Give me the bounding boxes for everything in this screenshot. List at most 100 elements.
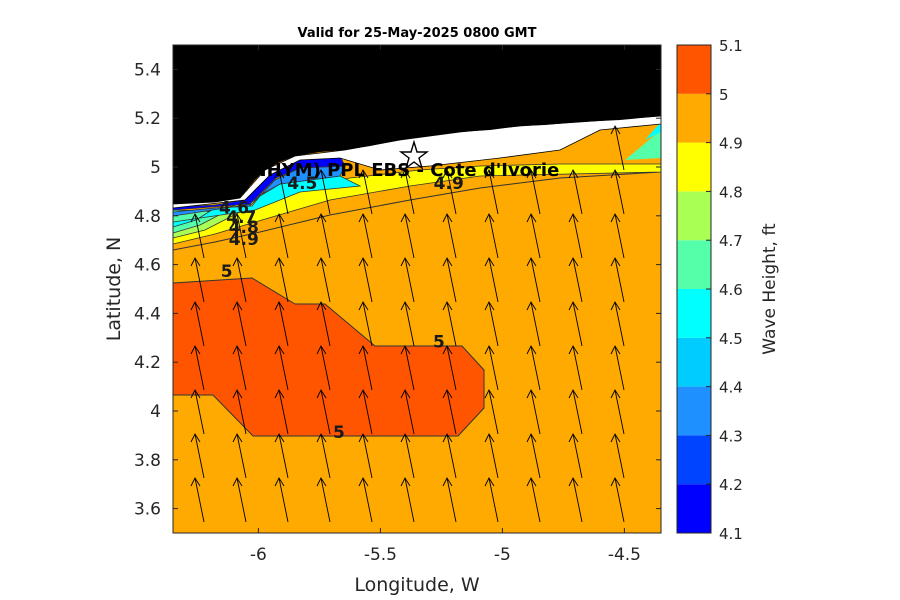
wave-vector-shaft	[614, 389, 625, 435]
wave-vector-head	[568, 257, 579, 267]
contour-label: 4.6	[219, 198, 249, 218]
sea-band-4.4-4.5	[173, 165, 346, 217]
colorbar-segment	[677, 337, 711, 387]
colorbar-tick-label: 5.1	[719, 37, 743, 55]
y-tick-label: 4.8	[134, 207, 161, 227]
colorbar: 4.1 4.2 4.3 4.4 4.5 4.6 4.7 4.8 4.9 5 5.1	[676, 37, 743, 543]
wave-vector-shaft	[488, 169, 499, 215]
wave-vector-head	[526, 345, 537, 355]
contour-label: 4.9	[229, 230, 259, 250]
contour-label: 5	[433, 333, 445, 353]
y-tick-label: 5.4	[134, 60, 161, 80]
wave-vector-head	[442, 257, 453, 267]
wave-vector-head	[274, 169, 285, 179]
wave-vector-head	[526, 477, 537, 487]
wave-vector-head	[442, 213, 453, 223]
wave-vector-shaft	[278, 345, 289, 391]
wave-vector-head	[274, 433, 285, 443]
contour-label: 4.5	[287, 174, 317, 194]
wave-vector-shaft	[362, 345, 373, 391]
wave-vector-shaft	[488, 213, 499, 259]
wave-vector-shaft	[614, 125, 625, 171]
contour-label: 4.8	[229, 218, 259, 238]
wave-vector-shaft	[530, 345, 541, 391]
colorbar-segment	[677, 142, 711, 192]
wave-vector-head	[190, 301, 201, 311]
wave-vector-shaft	[530, 257, 541, 303]
contour-label: 5	[333, 423, 345, 443]
wave-vector-head	[568, 477, 579, 487]
y-tick-label: 4	[150, 402, 161, 422]
wave-vector-shaft	[320, 301, 331, 347]
wave-vector-shaft	[530, 389, 541, 435]
x-tick-label: -5.5	[364, 545, 397, 565]
x-tick-label: -5	[494, 545, 511, 565]
colorbar-tick-label: 4.6	[719, 281, 743, 299]
wave-vector-head	[526, 257, 537, 267]
wave-vector-head	[400, 345, 411, 355]
wave-vector-shaft	[404, 257, 415, 303]
wave-vector-shaft	[362, 301, 373, 347]
wave-vector-shaft	[614, 213, 625, 259]
wave-vector-shaft	[278, 477, 289, 523]
wave-vector-shaft	[614, 477, 625, 523]
wave-vector-head	[190, 213, 201, 223]
wave-vector-head	[442, 389, 453, 399]
wave-vector-head	[484, 477, 495, 487]
wave-vector-head	[610, 125, 621, 135]
colorbar-segment	[677, 386, 711, 436]
wave-vector-head	[316, 389, 327, 399]
wave-vector-shaft	[362, 433, 373, 479]
wave-vector-shaft	[236, 389, 247, 435]
colorbar-segment	[677, 240, 711, 289]
wave-vector-shaft	[320, 257, 331, 303]
wave-vector-shaft	[404, 433, 415, 479]
wave-vector-head	[316, 345, 327, 355]
y-tick-label: 4.6	[134, 256, 161, 276]
wave-vector-shaft	[236, 477, 247, 523]
wave-vector-head	[442, 433, 453, 443]
wave-vector-shaft	[320, 433, 331, 479]
wave-vector-head	[400, 433, 411, 443]
wave-vector-head	[358, 477, 369, 487]
chart-title: Valid for 25-May-2025 0800 GMT	[298, 26, 537, 41]
wave-vector-shaft	[278, 389, 289, 435]
y-tick-label: 4.2	[134, 353, 161, 373]
wave-vector-shaft	[446, 301, 457, 347]
wave-vector-shaft	[320, 345, 331, 391]
wave-vector-head	[274, 389, 285, 399]
wave-vector-head	[484, 433, 495, 443]
wave-vector-head	[568, 345, 579, 355]
wave-vector-head	[400, 477, 411, 487]
wave-vector-head	[610, 389, 621, 399]
wave-vector-head	[358, 213, 369, 223]
colorbar-tick-label: 4.8	[719, 183, 743, 201]
wave-vector-head	[316, 169, 327, 179]
colorbar-tick-label: 4.7	[719, 232, 743, 250]
wave-vector-shaft	[488, 389, 499, 435]
wave-vector-shaft	[488, 345, 499, 391]
wave-vector-shaft	[614, 301, 625, 347]
wave-vector-shaft	[572, 169, 583, 215]
wave-vector-head	[610, 477, 621, 487]
wave-vector-shaft	[488, 257, 499, 303]
wave-vector-head	[358, 345, 369, 355]
wave-vector-shaft	[572, 389, 583, 435]
wave-vector-head	[316, 213, 327, 223]
wave-vector-shaft	[488, 477, 499, 523]
y-tick-label: 3.8	[134, 451, 161, 471]
wave-vector-head	[484, 169, 495, 179]
wave-vector-shaft	[614, 433, 625, 479]
wave-vector-shaft	[446, 213, 457, 259]
wave-vector-shaft	[194, 301, 205, 347]
wave-vector-head	[316, 477, 327, 487]
wave-vector-head	[274, 213, 285, 223]
wave-vector-head	[526, 301, 537, 311]
wave-vector-head	[568, 301, 579, 311]
colorbar-tick-label: 4.2	[719, 476, 743, 494]
wave-vector-shaft	[572, 345, 583, 391]
wave-vector-head	[610, 169, 621, 179]
wave-vector-head	[610, 257, 621, 267]
colorbar-tick-label: 4.5	[719, 330, 743, 348]
